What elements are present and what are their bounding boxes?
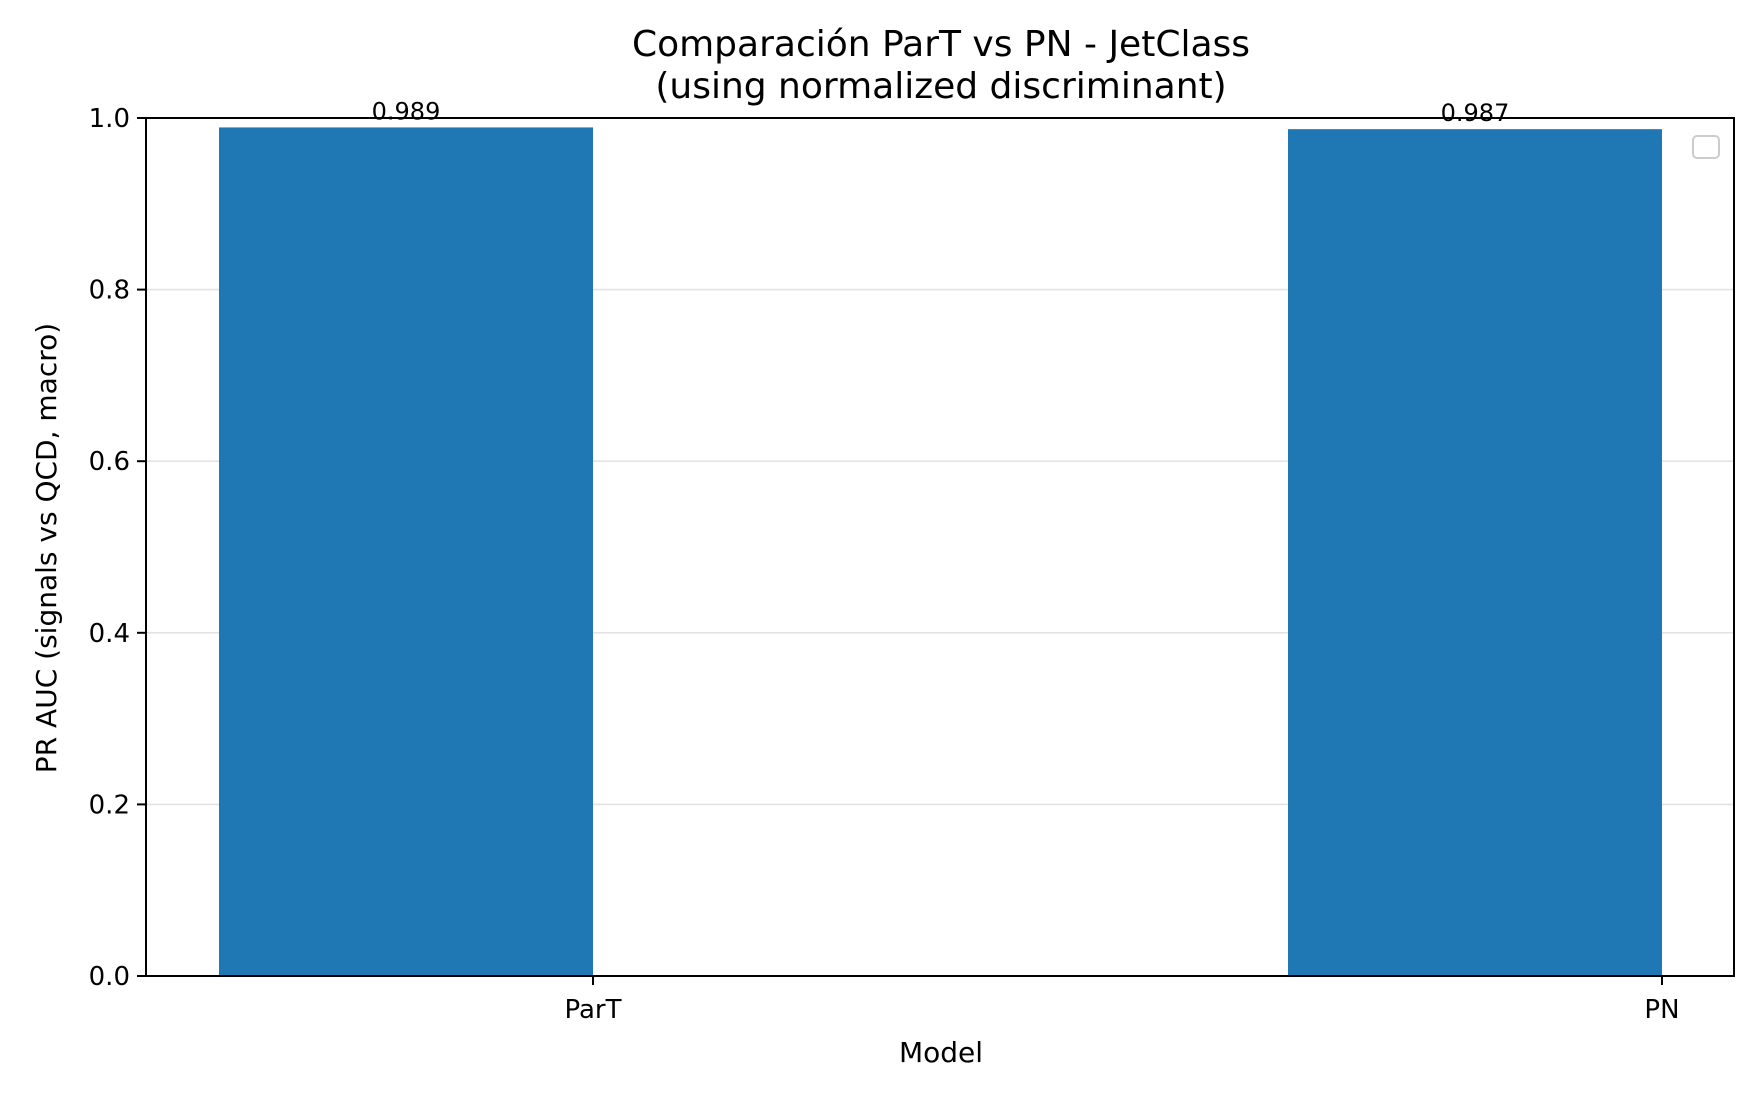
y-tick-label: 0.0 (89, 962, 130, 992)
y-axis-ticks: 0.0 0.2 0.4 0.6 0.8 1.0 (89, 104, 146, 992)
y-tick-label: 0.2 (89, 790, 130, 820)
bar-part (219, 127, 593, 977)
y-tick-label: 1.0 (89, 104, 130, 134)
chart-title: Comparación ParT vs PN - JetClass (632, 24, 1250, 65)
bar-pn (1288, 129, 1662, 977)
y-tick-label: 0.6 (89, 447, 130, 477)
x-tick-label: PN (1644, 995, 1679, 1025)
plot-frame (145, 117, 1735, 977)
y-tick-label: 0.8 (89, 276, 130, 306)
value-labels: 0.989 0.987 (372, 97, 1510, 127)
x-axis-label: Model (899, 1036, 983, 1069)
bar-value-label: 0.989 (372, 97, 441, 125)
bars (219, 127, 1662, 977)
bar-value-label: 0.987 (1441, 99, 1510, 127)
x-axis-ticks: ParT PN (564, 976, 1680, 1025)
y-axis-label: PR AUC (signals vs QCD, macro) (30, 323, 63, 773)
chart-subtitle: (using normalized discriminant) (655, 66, 1226, 107)
legend-box (1692, 135, 1720, 159)
y-tick-label: 0.4 (89, 619, 130, 649)
x-tick-label: ParT (564, 995, 621, 1025)
